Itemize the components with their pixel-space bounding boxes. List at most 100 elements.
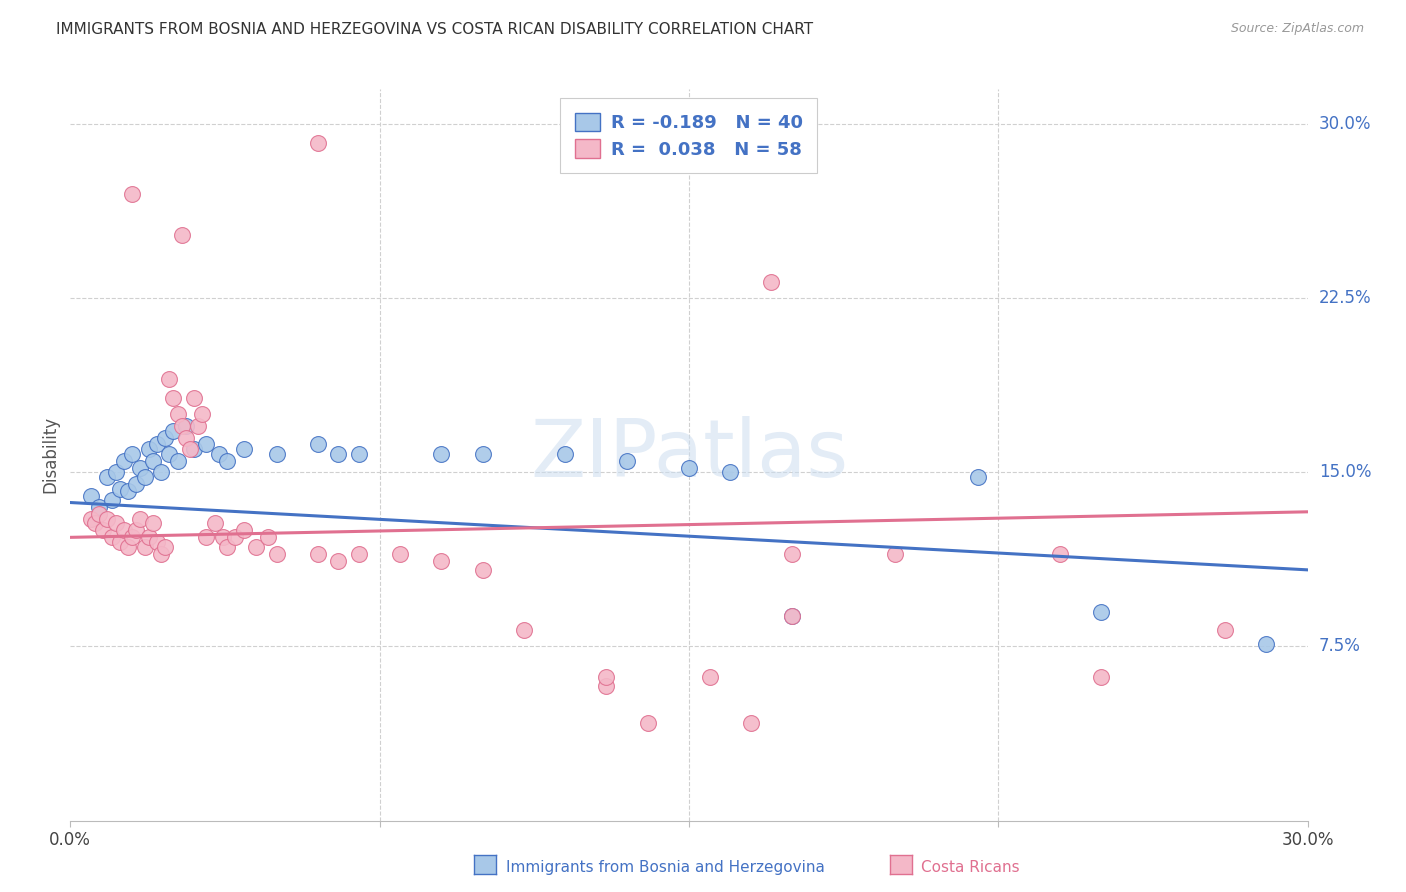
Point [471, 563, 494, 577]
Point [150, 547, 173, 561]
Point [187, 418, 209, 433]
Point [761, 275, 783, 289]
Point [389, 547, 412, 561]
Point [224, 530, 246, 544]
Point [129, 460, 152, 475]
Point [146, 535, 169, 549]
Point [616, 454, 638, 468]
Point [307, 547, 329, 561]
Text: 7.5%: 7.5% [1319, 638, 1361, 656]
Point [166, 407, 188, 421]
Point [153, 540, 176, 554]
Point [195, 530, 218, 544]
Point [183, 442, 205, 456]
Point [174, 430, 197, 444]
Point [84, 516, 107, 531]
Text: 15.0%: 15.0% [1319, 463, 1371, 482]
Point [215, 540, 238, 554]
Point [138, 530, 160, 544]
Point [257, 530, 280, 544]
Point [121, 186, 143, 201]
Point [513, 624, 536, 638]
Point [80, 512, 103, 526]
Point [117, 483, 139, 498]
Point [232, 524, 254, 538]
Point [112, 524, 135, 538]
Point [89, 507, 111, 521]
Point [108, 482, 131, 496]
Point [138, 442, 160, 456]
Point [678, 460, 700, 475]
Point [232, 442, 254, 456]
Point [780, 609, 803, 624]
Point [153, 430, 176, 444]
Point [328, 447, 350, 461]
Point [170, 228, 193, 243]
Text: 30.0%: 30.0% [1319, 115, 1371, 133]
Point [129, 512, 152, 526]
Point [100, 493, 122, 508]
Point [195, 437, 218, 451]
Text: ZIPatlas: ZIPatlas [530, 416, 848, 494]
Text: Costa Ricans: Costa Ricans [921, 860, 1019, 874]
Point [884, 547, 907, 561]
Point [112, 454, 135, 468]
Point [637, 716, 659, 731]
Point [780, 609, 803, 624]
Point [142, 516, 165, 531]
Point [347, 547, 370, 561]
Point [204, 516, 226, 531]
Point [266, 547, 288, 561]
Text: 22.5%: 22.5% [1319, 289, 1371, 307]
Point [595, 679, 617, 693]
Point [100, 530, 122, 544]
Point [121, 447, 143, 461]
Point [91, 524, 114, 538]
Point [328, 553, 350, 567]
Point [157, 447, 180, 461]
Point [718, 466, 741, 480]
Point [104, 516, 127, 531]
Point [1213, 624, 1236, 638]
Point [162, 424, 184, 438]
Point [191, 407, 214, 421]
Point [134, 540, 156, 554]
Point [471, 447, 494, 461]
Point [740, 716, 762, 731]
Point [430, 447, 453, 461]
Point [183, 391, 205, 405]
Point [554, 447, 576, 461]
Point [699, 670, 721, 684]
Point [966, 470, 988, 484]
Point [96, 512, 118, 526]
Point [121, 530, 143, 544]
Point [174, 418, 197, 433]
Point [307, 437, 329, 451]
Point [1090, 670, 1112, 684]
Point [157, 372, 180, 386]
Text: IMMIGRANTS FROM BOSNIA AND HERZEGOVINA VS COSTA RICAN DISABILITY CORRELATION CHA: IMMIGRANTS FROM BOSNIA AND HERZEGOVINA V… [56, 22, 813, 37]
Point [179, 442, 201, 456]
Point [1256, 637, 1278, 651]
Point [307, 136, 329, 150]
Point [1090, 605, 1112, 619]
Point [780, 547, 803, 561]
Point [166, 454, 188, 468]
Point [80, 489, 103, 503]
Point [142, 454, 165, 468]
Point [150, 466, 173, 480]
Point [212, 530, 235, 544]
Point [89, 500, 111, 515]
Point [146, 437, 169, 451]
Point [96, 470, 118, 484]
Point [245, 540, 267, 554]
Point [347, 447, 370, 461]
Point [266, 447, 288, 461]
Point [430, 553, 453, 567]
Point [162, 391, 184, 405]
Point [215, 454, 238, 468]
Point [134, 470, 156, 484]
Point [108, 535, 131, 549]
Point [104, 466, 127, 480]
Point [208, 447, 231, 461]
